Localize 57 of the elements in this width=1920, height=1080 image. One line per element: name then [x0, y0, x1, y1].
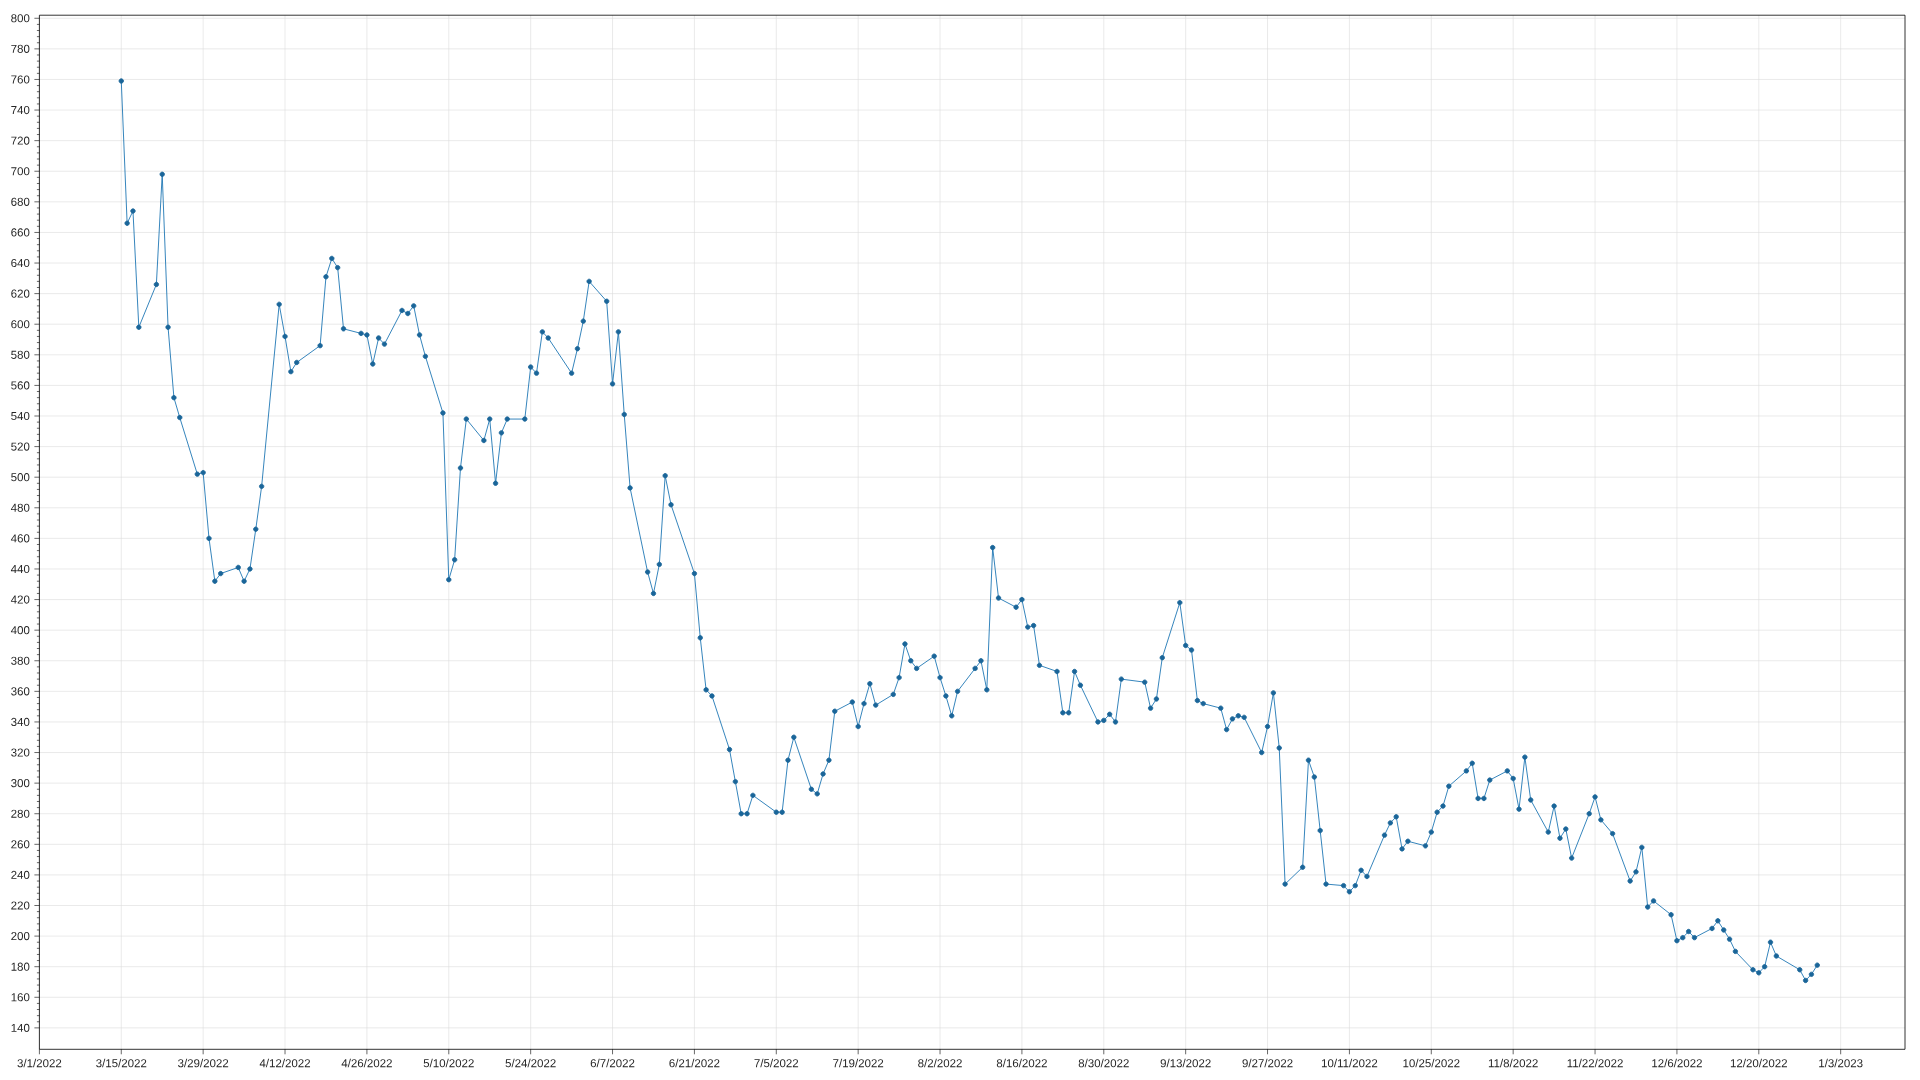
x-tick-label: 8/30/2022 — [1078, 1058, 1129, 1068]
y-tick-label: 660 — [11, 228, 30, 237]
y-tick-label: 160 — [11, 993, 30, 1002]
y-tick-label: 720 — [11, 136, 30, 145]
y-tick-label: 760 — [11, 75, 30, 84]
y-tick-label: 640 — [11, 258, 30, 268]
y-tick-label: 700 — [11, 167, 30, 176]
y-tick-label: 600 — [11, 320, 30, 329]
x-tick-label: 4/12/2022 — [259, 1058, 311, 1068]
y-tick-label: 380 — [11, 656, 30, 665]
y-tick-label: 280 — [11, 809, 30, 818]
y-tick-label: 260 — [11, 840, 30, 849]
y-tick-label: 360 — [11, 687, 30, 696]
x-tick-label: 3/29/2022 — [178, 1058, 229, 1068]
x-tick-label: 12/6/2022 — [1652, 1058, 1702, 1068]
y-tick-label: 460 — [10, 534, 30, 543]
y-tick-label: 200 — [11, 932, 30, 941]
y-tick-label: 680 — [11, 197, 30, 206]
y-tick-label: 240 — [11, 870, 30, 879]
x-tick-label: 12/20/2022 — [1730, 1058, 1787, 1068]
y-tick-label: 140 — [11, 1023, 30, 1032]
y-tick-label: 480 — [10, 503, 30, 512]
x-tick-label: 6/7/2022 — [590, 1058, 635, 1068]
x-tick-label: 8/2/2022 — [918, 1058, 962, 1068]
y-tick-label: 800 — [11, 14, 30, 23]
x-tick-label: 10/11/2022 — [1321, 1058, 1378, 1068]
y-tick-label: 400 — [10, 626, 30, 635]
x-tick-label: 1/3/2023 — [1819, 1058, 1863, 1068]
y-tick-label: 740 — [11, 105, 30, 115]
y-tick-label: 320 — [11, 748, 30, 757]
x-tick-label: 9/13/2022 — [1160, 1058, 1211, 1068]
x-tick-label: 6/21/2022 — [669, 1058, 720, 1068]
y-tick-label: 220 — [11, 901, 30, 910]
x-tick-label: 4/26/2022 — [341, 1058, 392, 1068]
y-tick-label: 500 — [11, 473, 30, 482]
y-tick-label: 180 — [11, 962, 30, 971]
y-tick-label: 520 — [11, 442, 30, 451]
y-tick-label: 420 — [10, 595, 30, 604]
x-tick-label: 7/5/2022 — [754, 1058, 799, 1068]
y-tick-label: 540 — [11, 411, 30, 421]
x-tick-label: 3/1/2022 — [17, 1058, 62, 1068]
x-tick-label: 9/27/2022 — [1242, 1058, 1293, 1068]
y-tick-label: 780 — [11, 44, 30, 53]
x-tick-label: 3/15/2022 — [96, 1058, 147, 1068]
y-tick-label: 620 — [11, 289, 30, 298]
y-tick-label: 580 — [11, 350, 30, 359]
x-tick-label: 8/16/2022 — [996, 1058, 1047, 1068]
y-tick-label: 440 — [10, 564, 30, 574]
x-tick-label: 5/10/2022 — [423, 1058, 474, 1068]
x-tick-label: 7/19/2022 — [833, 1058, 884, 1068]
y-tick-label: 340 — [11, 717, 30, 727]
x-tick-label: 11/22/2022 — [1567, 1058, 1623, 1068]
x-tick-label: 11/8/2022 — [1488, 1058, 1538, 1068]
x-tick-label: 5/24/2022 — [505, 1058, 556, 1068]
y-tick-label: 560 — [11, 381, 30, 390]
y-tick-label: 300 — [11, 779, 30, 788]
x-tick-label: 10/25/2022 — [1403, 1058, 1460, 1068]
